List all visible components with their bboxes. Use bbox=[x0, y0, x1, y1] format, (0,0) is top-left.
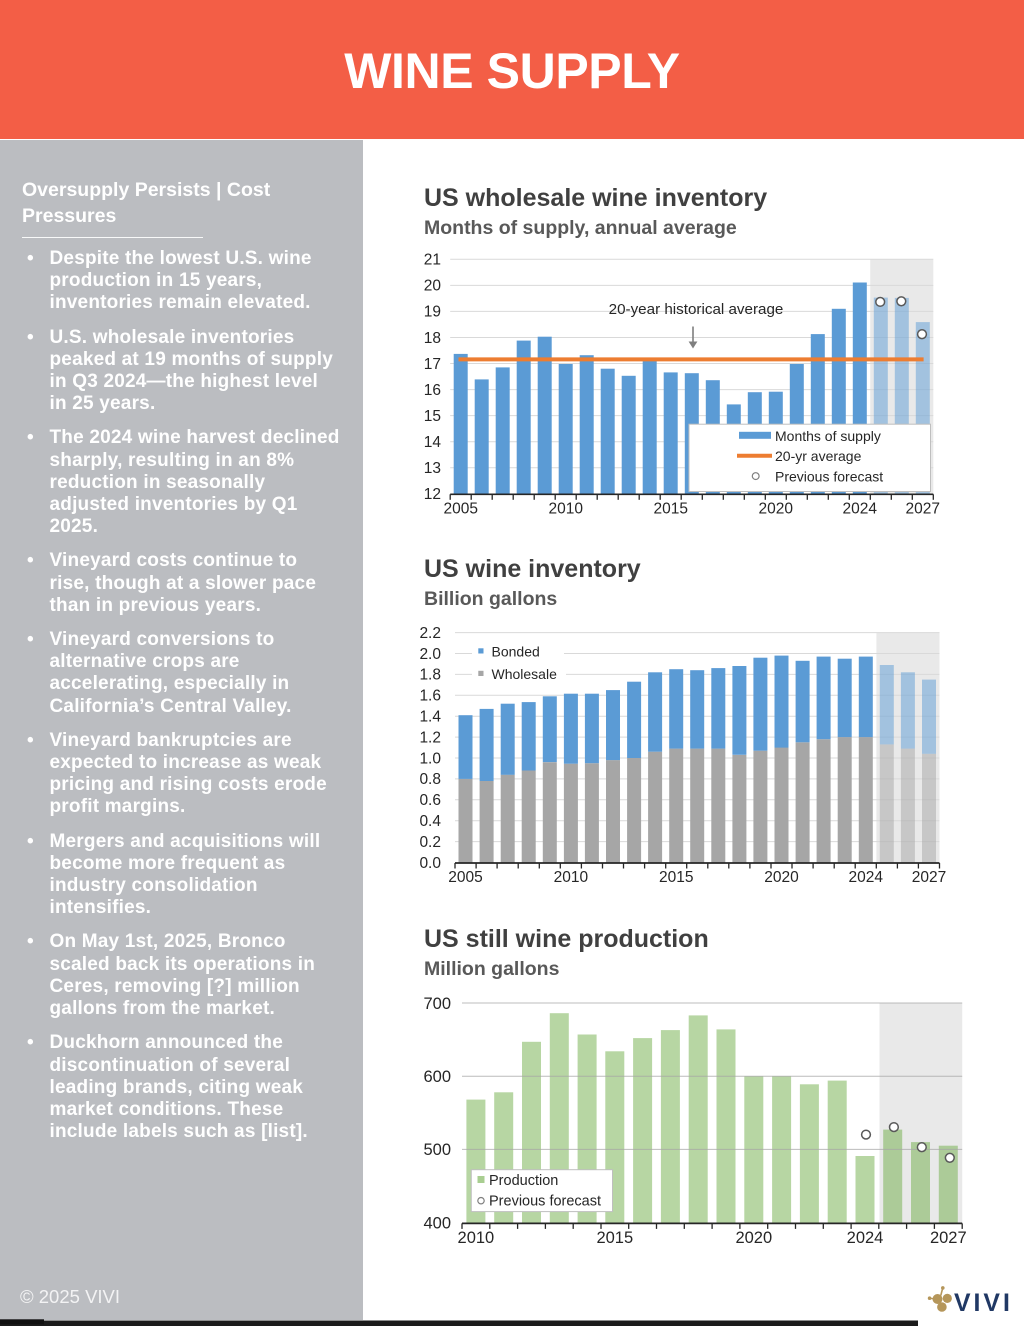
svg-text:2.0: 2.0 bbox=[419, 646, 441, 663]
svg-text:1.4: 1.4 bbox=[419, 709, 441, 726]
svg-text:2010: 2010 bbox=[554, 869, 589, 886]
svg-text:2.2: 2.2 bbox=[419, 625, 441, 642]
svg-text:0.6: 0.6 bbox=[419, 792, 441, 809]
svg-text:Wholesale: Wholesale bbox=[492, 666, 558, 682]
svg-text:US still wine production: US still wine production bbox=[424, 925, 709, 953]
svg-text:2015: 2015 bbox=[653, 501, 687, 518]
svg-text:1.8: 1.8 bbox=[419, 667, 441, 684]
svg-text:0.8: 0.8 bbox=[419, 771, 441, 788]
svg-text:2027: 2027 bbox=[930, 1229, 967, 1247]
svg-text:21: 21 bbox=[424, 252, 441, 269]
svg-text:2015: 2015 bbox=[596, 1229, 633, 1247]
svg-text:1.0: 1.0 bbox=[419, 750, 441, 767]
svg-text:Bonded: Bonded bbox=[492, 644, 540, 660]
svg-text:500: 500 bbox=[423, 1141, 451, 1159]
svg-text:Production: Production bbox=[489, 1173, 558, 1189]
svg-text:20-yr average: 20-yr average bbox=[775, 448, 862, 464]
svg-text:400: 400 bbox=[423, 1214, 451, 1232]
svg-text:Previous forecast: Previous forecast bbox=[489, 1194, 601, 1210]
svg-text:1.2: 1.2 bbox=[419, 729, 441, 746]
svg-text:700: 700 bbox=[423, 995, 451, 1013]
svg-text:12: 12 bbox=[424, 486, 441, 503]
svg-text:2027: 2027 bbox=[912, 869, 946, 886]
svg-text:600: 600 bbox=[423, 1068, 451, 1086]
svg-text:2005: 2005 bbox=[443, 501, 477, 518]
svg-text:Previous forecast: Previous forecast bbox=[775, 469, 883, 485]
svg-text:2027: 2027 bbox=[906, 501, 940, 518]
svg-text:0.0: 0.0 bbox=[419, 855, 441, 872]
svg-text:Months of supply: Months of supply bbox=[775, 428, 881, 444]
svg-text:2024: 2024 bbox=[847, 1229, 884, 1247]
svg-text:17: 17 bbox=[424, 356, 441, 373]
svg-text:16: 16 bbox=[424, 382, 441, 399]
svg-text:US wholesale wine inventory: US wholesale wine inventory bbox=[424, 184, 767, 212]
svg-text:2010: 2010 bbox=[548, 501, 583, 518]
svg-text:20-year historical average: 20-year historical average bbox=[609, 301, 784, 318]
svg-text:Billion gallons: Billion gallons bbox=[424, 588, 557, 610]
svg-text:2005: 2005 bbox=[448, 869, 482, 886]
svg-text:1.6: 1.6 bbox=[419, 688, 441, 705]
svg-text:15: 15 bbox=[424, 408, 441, 425]
svg-text:VIVI: VIVI bbox=[954, 1290, 1013, 1317]
svg-text:2020: 2020 bbox=[735, 1229, 772, 1247]
svg-text:18: 18 bbox=[424, 330, 441, 347]
svg-text:13: 13 bbox=[424, 460, 441, 477]
svg-text:2024: 2024 bbox=[843, 501, 878, 518]
svg-text:2010: 2010 bbox=[458, 1229, 495, 1247]
svg-text:2024: 2024 bbox=[849, 869, 884, 886]
svg-text:19: 19 bbox=[424, 304, 441, 321]
svg-text:2020: 2020 bbox=[759, 501, 794, 518]
svg-text:US wine inventory: US wine inventory bbox=[424, 555, 641, 583]
svg-text:Million gallons: Million gallons bbox=[424, 958, 560, 980]
svg-text:20: 20 bbox=[424, 278, 442, 295]
svg-text:14: 14 bbox=[424, 434, 442, 451]
svg-text:2015: 2015 bbox=[659, 869, 693, 886]
svg-text:Months of supply, annual avera: Months of supply, annual average bbox=[424, 217, 737, 239]
svg-text:0.4: 0.4 bbox=[419, 813, 441, 830]
svg-text:2020: 2020 bbox=[764, 869, 799, 886]
svg-text:0.2: 0.2 bbox=[419, 834, 441, 851]
